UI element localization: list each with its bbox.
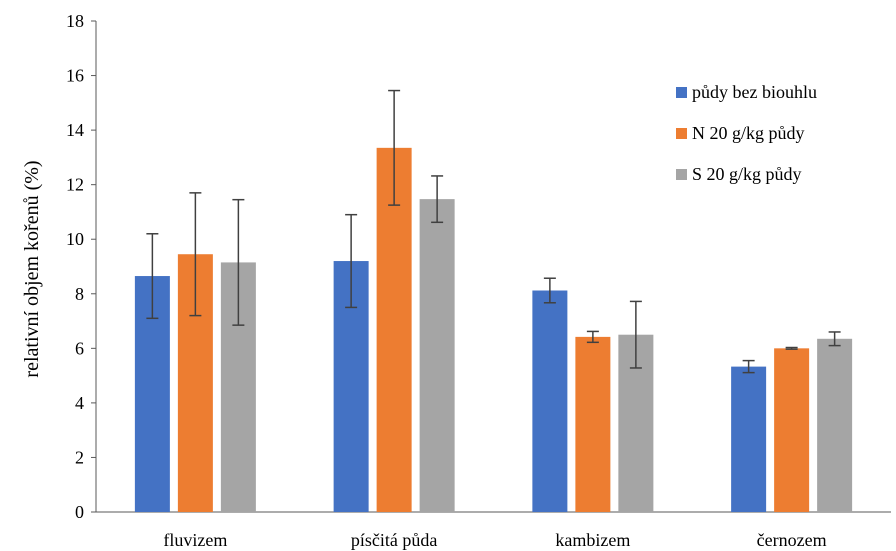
bar [817,338,853,512]
y-tick-label: 2 [75,447,84,467]
y-tick-label: 6 [75,338,84,358]
x-tick-label: kambizem [555,530,630,550]
y-tick-label: 0 [75,502,84,522]
legend-label: N 20 g/kg půdy [692,123,805,143]
x-tick-label: fluvizem [163,530,227,550]
y-tick-label: 16 [66,66,84,86]
y-tick-label: 14 [66,120,84,140]
legend: půdy bez biouhlu N 20 g/kg půdy S 20 g/kg … [676,82,817,184]
y-axis-label: relativní objem kořenů (%) [21,160,43,377]
y-tick-label: 4 [75,393,84,413]
legend-label: S 20 g/kg půdy [692,164,802,184]
x-tick-label: černozem [757,530,827,550]
bar [419,199,455,512]
legend-swatch [676,87,687,98]
y-tick-label: 12 [66,175,84,195]
bar [532,290,568,512]
bar [731,366,767,512]
y-tick-label: 8 [75,284,84,304]
y-tick-label: 18 [66,11,84,31]
bar [774,348,810,512]
bar [575,336,611,512]
y-tick-label: 10 [66,229,84,249]
legend-swatch [676,169,687,180]
legend-label: půdy bez biouhlu [692,82,817,102]
bars [134,89,853,512]
x-tick-label: písčitá půda [351,530,437,550]
legend-swatch [676,128,687,139]
bar [376,147,412,512]
